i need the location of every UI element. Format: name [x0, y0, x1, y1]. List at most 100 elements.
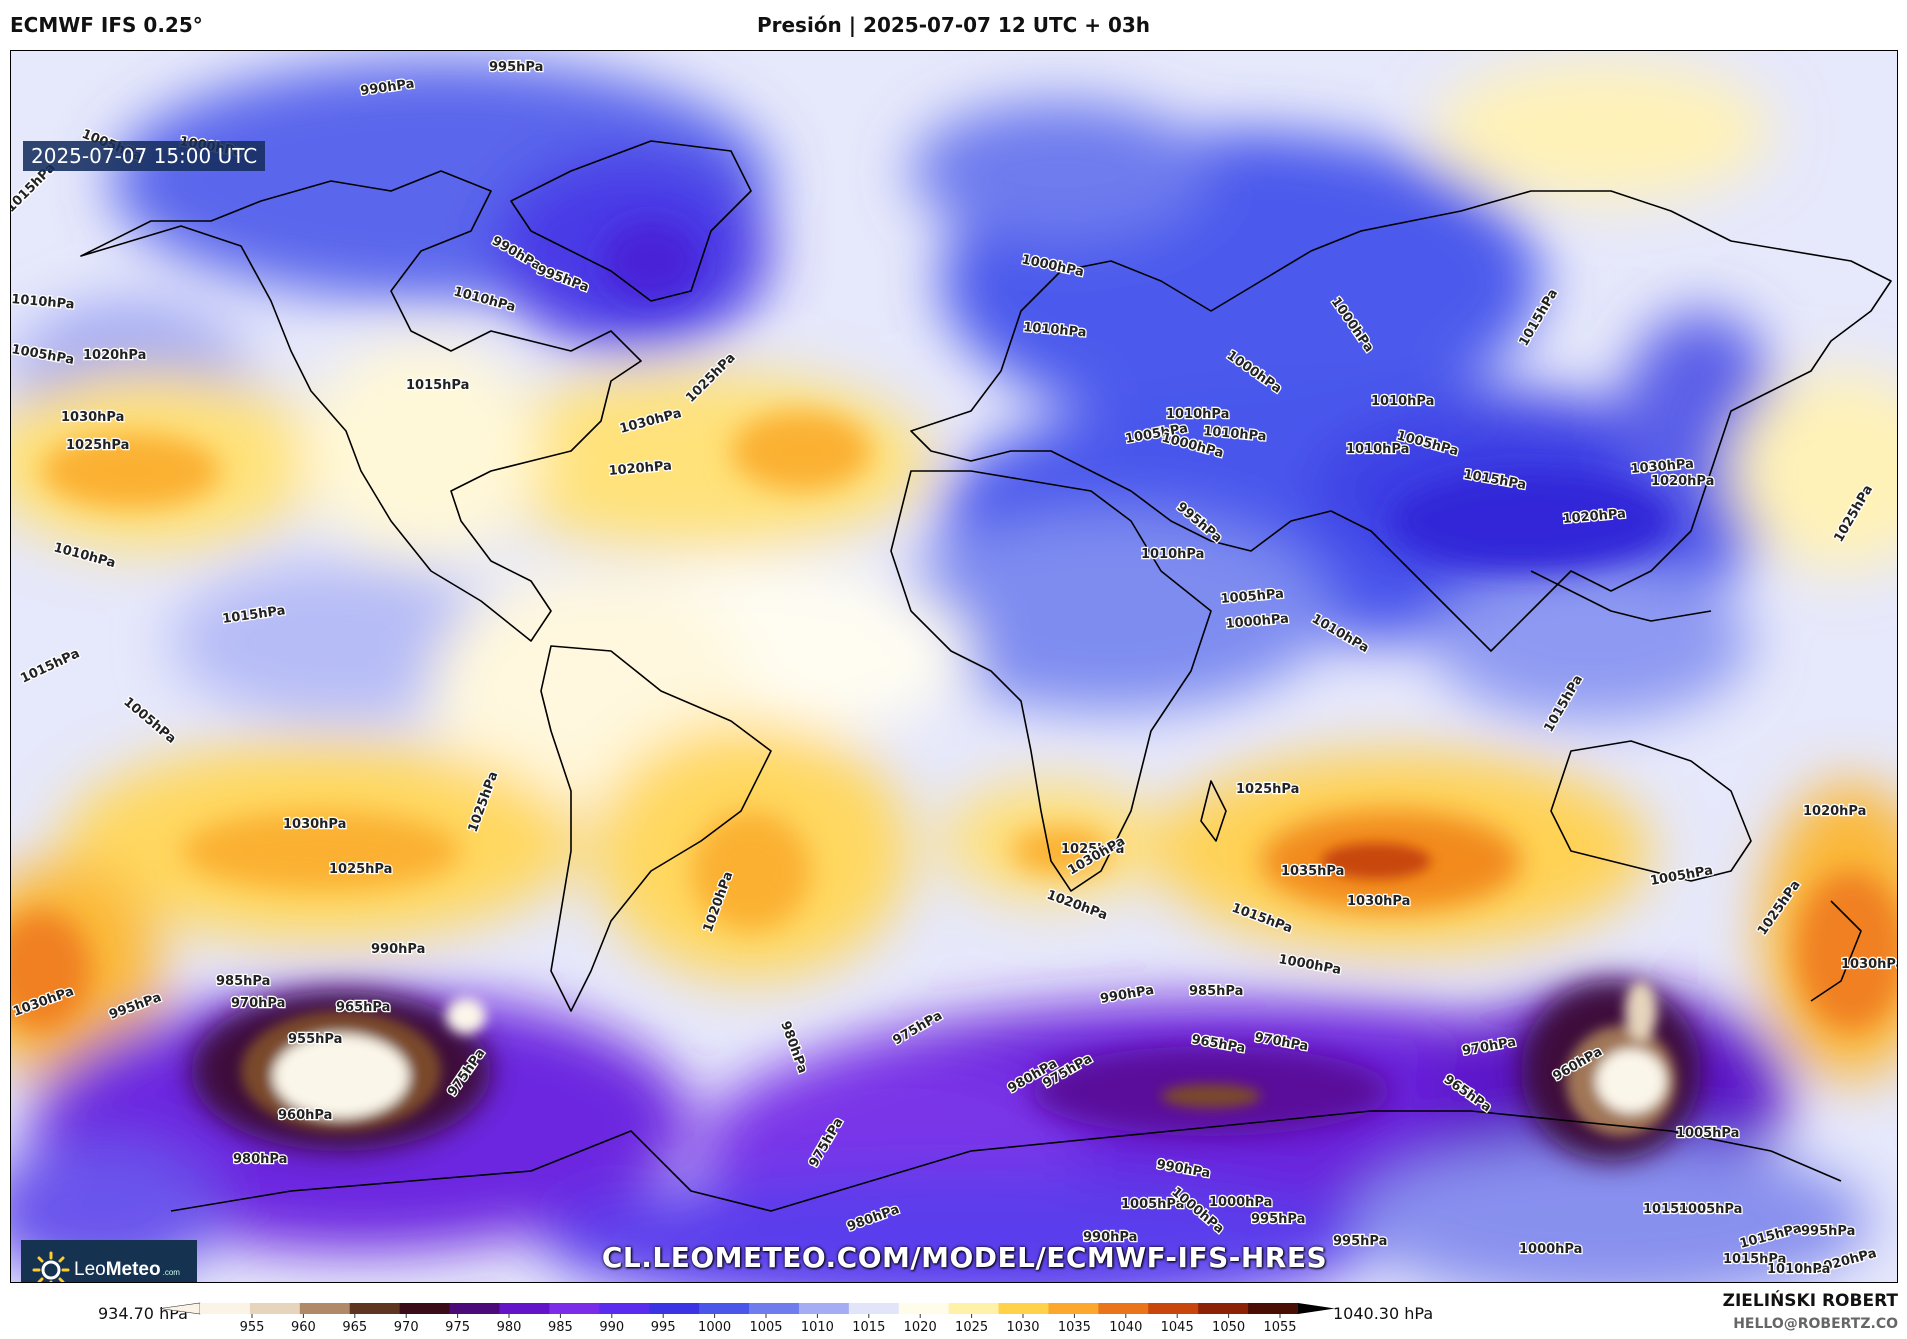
- colorbar-tick-label: 1040: [1109, 1320, 1142, 1335]
- colorbar-cell: [699, 1303, 750, 1314]
- colorbar-cell: [499, 1303, 550, 1314]
- isobar-label: 990hPa: [371, 942, 425, 957]
- colorbar-tick-label: 1010: [801, 1320, 834, 1335]
- isobar-label: 1000hPa: [1519, 1242, 1582, 1257]
- isobar-label: 995hPa: [1333, 1234, 1387, 1249]
- isobar-label: 970hPa: [231, 996, 285, 1011]
- author-email[interactable]: HELLO@ROBERTZ.CO: [1733, 1316, 1898, 1332]
- colorbar-cell: [349, 1303, 401, 1314]
- isobar-label: 1015hPa: [1723, 1252, 1786, 1267]
- isobar-label: 1010hPa: [1203, 424, 1267, 444]
- isobar-label: 1005hPa: [1121, 1197, 1184, 1212]
- source-url-watermark[interactable]: CL.LEOMETEO.COM/MODEL/ECMWF-IFS-HRES: [601, 1241, 1328, 1274]
- colorbar-tick-label: 975: [445, 1320, 470, 1335]
- isobar-label: 1025hPa: [66, 438, 129, 453]
- colorbar-max-label: 1040.30 hPa: [1333, 1304, 1434, 1323]
- isobar-label: 1010hPa: [11, 292, 75, 312]
- coastlines: [80, 140, 1892, 1212]
- isobar-label: 1010hPa: [1371, 394, 1434, 409]
- sun-icon: [32, 1251, 70, 1282]
- colorbar-tick-label: 995: [651, 1320, 676, 1335]
- isobar-label: 1020hPa: [1562, 507, 1626, 527]
- colorbar-cell: [1098, 1303, 1149, 1314]
- isobar-label: 1030hPa: [1841, 957, 1898, 972]
- isobar-label: 1035hPa: [1281, 864, 1344, 879]
- isobar-label: 985hPa: [1189, 984, 1243, 999]
- colorbar-cell: [798, 1303, 850, 1314]
- isobar-label: 1030hPa: [1630, 457, 1694, 477]
- isobar-label: 1015hPa: [406, 378, 469, 393]
- isobar-label: 960hPa: [278, 1108, 332, 1123]
- colorbar-cell: [649, 1303, 700, 1314]
- valid-time-label: 2025-07-07 15:00 UTC: [23, 141, 266, 171]
- colorbar-cell: [449, 1303, 500, 1314]
- colorbar-ramp: 955 960 965 970 975 980 985 990 995 1000 1005 1010 1…: [159, 1302, 1335, 1335]
- chart-title: Presión | 2025-07-07 12 UTC + 03h: [756, 13, 1151, 37]
- colorbar-tick-label: 1045: [1161, 1320, 1194, 1335]
- colorbar-cell: [998, 1303, 1049, 1314]
- isobar-label: 1010hPa: [1346, 442, 1409, 457]
- colorbar-cell: [1248, 1303, 1299, 1314]
- pressure-field: 995hPa 990hPa 1005hPa 1000hPa 1015hPa 990hPa 9…: [11, 51, 1898, 1282]
- isobar-label: 995hPa: [1801, 1224, 1855, 1239]
- isobar-label: 1020hPa: [608, 459, 672, 479]
- colorbar-tick-label: 1050: [1212, 1320, 1245, 1335]
- colorbar-tick-label: 970: [394, 1320, 419, 1335]
- colorbar-cell: [848, 1303, 900, 1314]
- isobar-label: 980hPa: [233, 1152, 287, 1167]
- colorbar-tick-label: 1025: [955, 1320, 988, 1335]
- colorbar-tick-label: 1000: [698, 1320, 731, 1335]
- colorbar-cell: [249, 1303, 301, 1314]
- isobar-label: 990hPa: [1083, 1230, 1137, 1245]
- colorbar-tick-label: 985: [548, 1320, 573, 1335]
- isobar-label: 1010hPa: [1023, 320, 1087, 340]
- colorbar-min-arrow: [159, 1302, 201, 1315]
- isobar-label: 1025hPa: [1236, 782, 1299, 797]
- model-title: ECMWF IFS 0.25°: [10, 13, 203, 37]
- isobar-label: 1005hPa: [1220, 587, 1284, 607]
- isobar-label: 1020hPa: [1803, 804, 1866, 819]
- colorbar-cell: [1148, 1303, 1199, 1314]
- isobar-label: 1010hPa: [1166, 407, 1229, 422]
- colorbar-tick-label: 1015: [852, 1320, 885, 1335]
- colorbar-tick-label: 955: [240, 1320, 265, 1335]
- isobar-label: 1025hPa: [329, 862, 392, 877]
- isobar-label: 995hPa: [1251, 1212, 1305, 1227]
- colorbar-cell: [599, 1303, 650, 1314]
- colorbar-tick-label: 1030: [1006, 1320, 1039, 1335]
- colorbar-cell: [549, 1303, 600, 1314]
- colorbar-cell: [1198, 1303, 1249, 1314]
- isobar-label: 995hPa: [489, 60, 543, 75]
- logo-wordmark: LeoMeteo .com: [74, 1259, 180, 1280]
- colorbar-tick-label: 1005: [749, 1320, 782, 1335]
- colorbar-cell: [1048, 1303, 1099, 1314]
- colorbar-cell: [200, 1303, 251, 1314]
- colorbar-cell: [948, 1303, 1000, 1314]
- isobar-label: 1015hPa: [1643, 1202, 1706, 1217]
- leometeo-logo: LeoMeteo .com: [21, 1240, 197, 1282]
- isobar-label: 1020hPa: [1651, 474, 1714, 489]
- colorbar-cell: [898, 1303, 950, 1314]
- isobar-label: 1025hPa: [1061, 842, 1124, 857]
- colorbar-tick-label: 965: [342, 1320, 367, 1335]
- colorbar-tick-label: 960: [291, 1320, 316, 1335]
- isobar-label: 965hPa: [336, 1000, 390, 1015]
- colorbar-cell: [299, 1303, 351, 1314]
- colorbar-max-arrow: [1298, 1303, 1335, 1314]
- pressure-map[interactable]: 995hPa 990hPa 1005hPa 1000hPa 1015hPa 990hPa 9…: [10, 50, 1898, 1283]
- isobar-label: 1005hPa: [1679, 1202, 1742, 1217]
- colorbar-cell: [749, 1303, 800, 1314]
- colorbar-cell: [399, 1303, 451, 1314]
- isobar-label: 1000hPa: [1209, 1195, 1272, 1210]
- colorbar-tick-label: 1055: [1263, 1320, 1296, 1335]
- isobar-label: 1010hPa: [1141, 547, 1204, 562]
- isobar-label: 1030hPa: [283, 817, 346, 832]
- isobar-label: 955hPa: [288, 1032, 342, 1047]
- isobar-label: 1000hPa: [1225, 612, 1289, 632]
- isobar-label: 1005hPa: [1676, 1126, 1739, 1141]
- colorbar-tick-label: 1020: [904, 1320, 937, 1335]
- colorbar-tick-label: 990: [599, 1320, 624, 1335]
- isobar-label: 1010hPa: [1767, 1262, 1830, 1277]
- isobar-label: 1030hPa: [61, 410, 124, 425]
- colorbar: 934.70 hPa 955 960 965 970 975 980 985 990 995 10…: [0, 1285, 1907, 1339]
